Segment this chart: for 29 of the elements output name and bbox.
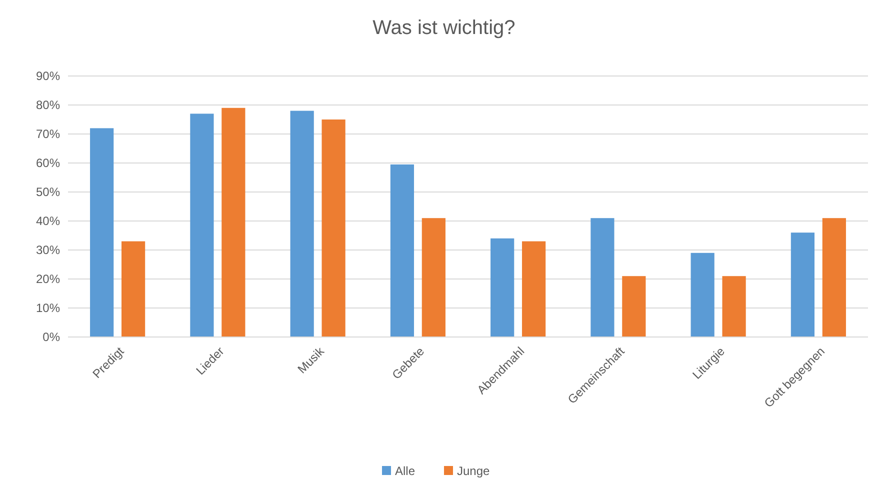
y-tick-label: 80% <box>36 98 60 112</box>
legend-label: Alle <box>395 464 416 478</box>
bar <box>290 110 314 337</box>
bar <box>822 218 846 337</box>
y-tick-label: 40% <box>36 214 60 228</box>
y-tick-label: 30% <box>36 243 60 258</box>
chart-title: Was ist wichtig? <box>372 17 516 39</box>
legend-label: Junge <box>457 464 490 478</box>
bar <box>490 238 514 337</box>
bar <box>590 218 614 337</box>
bar <box>690 252 714 337</box>
y-tick-label: 10% <box>36 301 60 316</box>
bar <box>790 232 815 337</box>
bar <box>322 120 346 337</box>
y-tick-label: 0% <box>42 330 60 344</box>
bar <box>622 276 646 337</box>
y-tick-label: 20% <box>36 272 60 286</box>
bar <box>522 241 546 337</box>
y-tick-label: 90% <box>36 69 60 84</box>
bar <box>722 276 746 337</box>
bar <box>90 128 114 337</box>
bar <box>422 218 446 337</box>
bar <box>121 241 146 337</box>
y-tick-label: 50% <box>36 185 60 200</box>
bar <box>190 114 214 337</box>
bar <box>390 164 414 337</box>
bar <box>222 108 246 337</box>
y-tick-label: 60% <box>36 156 60 170</box>
y-tick-label: 70% <box>36 127 60 142</box>
